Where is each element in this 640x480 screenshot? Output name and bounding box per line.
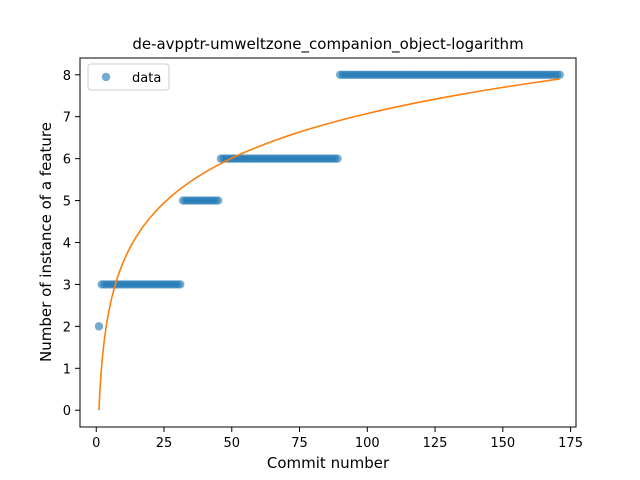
data-point bbox=[214, 196, 223, 205]
y-tick-label: 3 bbox=[63, 278, 71, 293]
x-tick-label: 25 bbox=[156, 436, 173, 451]
y-tick-label: 0 bbox=[63, 404, 71, 419]
y-tick-label: 6 bbox=[63, 153, 71, 168]
x-tick-label: 125 bbox=[423, 436, 448, 451]
y-tick-label: 1 bbox=[63, 362, 71, 377]
data-point bbox=[176, 280, 185, 289]
x-tick-label: 50 bbox=[224, 436, 241, 451]
x-tick-label: 0 bbox=[92, 436, 100, 451]
legend-box bbox=[87, 63, 170, 91]
data-point bbox=[555, 70, 564, 79]
y-tick-label: 7 bbox=[63, 111, 71, 126]
y-axis-label: Number of instance of a feature bbox=[37, 122, 55, 362]
scatter-series-data bbox=[94, 70, 564, 331]
legend-marker bbox=[101, 72, 111, 82]
y-tick-label: 2 bbox=[63, 320, 71, 335]
y-tick-label: 8 bbox=[63, 69, 71, 84]
x-tick-label: 150 bbox=[490, 436, 515, 451]
x-axis-label: Commit number bbox=[267, 454, 390, 472]
y-tick-label: 5 bbox=[63, 195, 71, 210]
x-tick-label: 75 bbox=[291, 436, 308, 451]
plot-area: 0 25 50 75 100 125 150 175 0 1 2 3 4 5 6 7 8 data bbox=[63, 57, 583, 451]
x-tick-label: 175 bbox=[558, 436, 583, 451]
legend: data bbox=[87, 63, 170, 91]
y-tick-label: 4 bbox=[63, 237, 71, 252]
data-point bbox=[333, 154, 342, 163]
legend-label: data bbox=[132, 71, 161, 86]
x-tick-label: 100 bbox=[355, 436, 380, 451]
chart-title: de-avpptr-umweltzone_companion_object-lo… bbox=[132, 35, 523, 54]
fit-line bbox=[98, 78, 560, 411]
data-point bbox=[94, 322, 104, 331]
